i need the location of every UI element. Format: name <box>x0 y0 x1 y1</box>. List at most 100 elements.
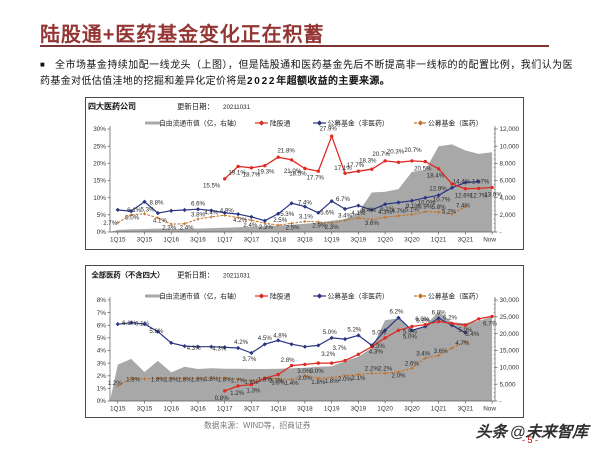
svg-text:3Q18: 3Q18 <box>297 237 313 244</box>
svg-text:3Q20: 3Q20 <box>404 406 420 413</box>
svg-text:20,000: 20,000 <box>500 331 520 338</box>
svg-text:4,000: 4,000 <box>500 195 516 202</box>
svg-text:3Q19: 3Q19 <box>351 406 367 413</box>
svg-text:1.6%: 1.6% <box>271 379 286 386</box>
svg-text:1Q20: 1Q20 <box>377 406 393 413</box>
svg-text:6.7%: 6.7% <box>336 196 351 203</box>
svg-text:1Q17: 1Q17 <box>217 406 233 413</box>
svg-text:10,000: 10,000 <box>500 143 520 150</box>
svg-text:3Q17: 3Q17 <box>244 406 260 413</box>
svg-text:5.9%: 5.9% <box>458 327 473 334</box>
svg-text:公募基金（非医药）: 公募基金（非医药） <box>328 292 389 301</box>
svg-text:5.1%: 5.1% <box>405 207 420 214</box>
svg-text:18.4%: 18.4% <box>427 172 445 179</box>
svg-text:21.8%: 21.8% <box>277 148 295 155</box>
svg-text:5,000: 5,000 <box>500 381 516 388</box>
svg-text:14.4%: 14.4% <box>453 179 471 186</box>
svg-text:2.0%: 2.0% <box>392 373 407 380</box>
svg-text:1Q15: 1Q15 <box>110 406 126 413</box>
svg-text:3.7%: 3.7% <box>242 356 257 363</box>
svg-text:0.8%: 0.8% <box>215 395 230 402</box>
svg-text:更新日期：: 更新日期： <box>177 270 214 279</box>
svg-text:4.2%: 4.2% <box>234 339 249 346</box>
svg-text:4.7%: 4.7% <box>392 208 407 215</box>
svg-text:2.2%: 2.2% <box>365 366 380 373</box>
svg-text:公募基金（医药）: 公募基金（医药） <box>428 292 482 301</box>
svg-text:4.3%: 4.3% <box>187 345 202 352</box>
svg-text:6%: 6% <box>97 322 107 329</box>
svg-text:10.7%: 10.7% <box>433 196 451 203</box>
svg-text:四大医药公司: 四大医药公司 <box>88 101 136 111</box>
svg-text:15%: 15% <box>93 178 106 185</box>
svg-text:2.6%: 2.6% <box>405 361 420 368</box>
svg-text:2.4%: 2.4% <box>243 222 258 229</box>
svg-text:7.4%: 7.4% <box>298 200 313 207</box>
svg-text:2.5%: 2.5% <box>273 217 288 224</box>
svg-text:1.2%: 1.2% <box>108 380 123 387</box>
svg-text:Now: Now <box>483 406 496 413</box>
svg-text:1.6%: 1.6% <box>244 379 259 386</box>
svg-text:2.2%: 2.2% <box>378 366 393 373</box>
svg-text:17.7%: 17.7% <box>307 175 325 182</box>
svg-text:20.5%: 20.5% <box>414 166 432 173</box>
svg-text:1.8%: 1.8% <box>126 376 141 383</box>
svg-text:20%: 20% <box>93 161 106 168</box>
svg-text:4.1%: 4.1% <box>153 217 168 224</box>
svg-text:0%: 0% <box>97 229 107 236</box>
svg-text:4.2%: 4.2% <box>233 217 248 224</box>
svg-text:5.9%: 5.9% <box>418 204 433 211</box>
svg-text:4.3%: 4.3% <box>212 346 227 353</box>
svg-text:1Q21: 1Q21 <box>431 406 447 413</box>
svg-text:1.7%: 1.7% <box>231 378 246 385</box>
svg-text:3%: 3% <box>97 360 107 367</box>
svg-text:1Q15: 1Q15 <box>110 237 126 244</box>
svg-text:3Q17: 3Q17 <box>244 237 260 244</box>
svg-text:自由流通市值（亿，右轴）: 自由流通市值（亿，右轴） <box>159 119 241 128</box>
svg-text:5.3%: 5.3% <box>141 206 156 213</box>
svg-text:2.1%: 2.1% <box>351 375 366 382</box>
svg-text:8%: 8% <box>97 297 107 304</box>
svg-text:4.9%: 4.9% <box>220 208 235 215</box>
svg-text:-: - <box>500 229 502 236</box>
svg-text:3.0%: 3.0% <box>310 368 325 375</box>
svg-text:3.6%: 3.6% <box>365 220 380 227</box>
svg-text:2.4%: 2.4% <box>180 224 195 231</box>
svg-text:1Q18: 1Q18 <box>270 237 286 244</box>
svg-text:12,000: 12,000 <box>500 126 520 133</box>
svg-text:3.4%: 3.4% <box>338 212 353 219</box>
svg-text:3Q15: 3Q15 <box>137 406 153 413</box>
svg-text:6.0%: 6.0% <box>432 309 447 316</box>
svg-text:6.2%: 6.2% <box>443 314 458 321</box>
svg-text:2.1%: 2.1% <box>269 378 284 385</box>
svg-text:2.5%: 2.5% <box>286 224 301 231</box>
svg-text:0%: 0% <box>97 398 107 405</box>
svg-text:5.2%: 5.2% <box>442 208 457 215</box>
svg-text:1.8%: 1.8% <box>204 376 219 383</box>
svg-text:21.0%: 21.0% <box>284 168 302 175</box>
svg-text:4.3%: 4.3% <box>371 343 386 350</box>
svg-text:1Q19: 1Q19 <box>324 237 340 244</box>
svg-text:6.1%: 6.1% <box>135 321 150 328</box>
svg-text:12.6%: 12.6% <box>455 193 473 200</box>
svg-text:12.7%: 12.7% <box>470 192 488 199</box>
svg-text:19.3%: 19.3% <box>257 169 275 176</box>
svg-text:全部医药（不含四大）: 全部医药（不含四大） <box>91 270 165 279</box>
svg-text:20.3%: 20.3% <box>387 148 405 155</box>
svg-text:13.0%: 13.0% <box>484 191 502 198</box>
svg-text:1.8%: 1.8% <box>325 378 340 385</box>
svg-text:Now: Now <box>483 237 496 244</box>
svg-text:15,000: 15,000 <box>500 348 520 355</box>
svg-text:4.5%: 4.5% <box>258 335 273 342</box>
svg-text:3Q21: 3Q21 <box>458 237 474 244</box>
svg-text:3.7%: 3.7% <box>333 345 348 352</box>
svg-text:17.7%: 17.7% <box>347 162 365 169</box>
svg-text:5.9%: 5.9% <box>416 318 431 325</box>
svg-text:1Q16: 1Q16 <box>163 237 179 244</box>
svg-text:30,000: 30,000 <box>500 297 520 304</box>
svg-text:3.0%: 3.0% <box>297 368 312 375</box>
svg-text:6.1%: 6.1% <box>122 320 137 327</box>
svg-text:14.7%: 14.7% <box>472 179 490 186</box>
svg-text:3.2%: 3.2% <box>321 351 336 358</box>
svg-text:1.4%: 1.4% <box>285 380 300 387</box>
svg-text:5.8%: 5.8% <box>432 204 447 211</box>
